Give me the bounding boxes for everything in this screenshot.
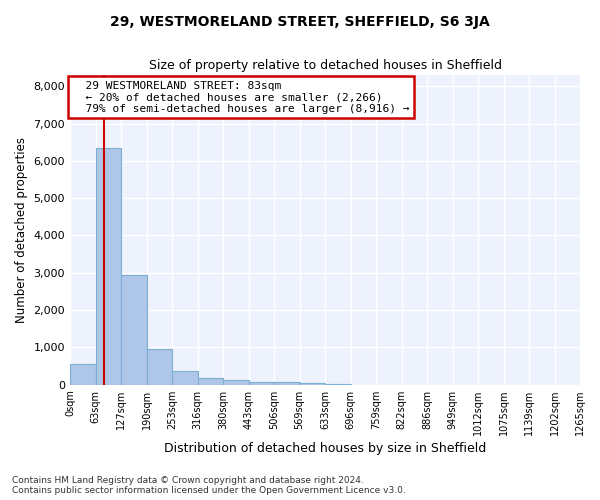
Bar: [146, 349, 172, 384]
Text: 29 WESTMORELAND STREET: 83sqm
  ← 20% of detached houses are smaller (2,266)
  7: 29 WESTMORELAND STREET: 83sqm ← 20% of d…: [72, 80, 410, 114]
Bar: [70, 364, 95, 384]
Bar: [197, 378, 223, 384]
Bar: [274, 382, 299, 384]
Y-axis label: Number of detached properties: Number of detached properties: [15, 137, 28, 323]
Text: Contains HM Land Registry data © Crown copyright and database right 2024.
Contai: Contains HM Land Registry data © Crown c…: [12, 476, 406, 495]
Bar: [299, 383, 325, 384]
Bar: [95, 148, 121, 384]
Title: Size of property relative to detached houses in Sheffield: Size of property relative to detached ho…: [149, 60, 502, 72]
Bar: [223, 380, 248, 384]
X-axis label: Distribution of detached houses by size in Sheffield: Distribution of detached houses by size …: [164, 442, 486, 455]
Bar: [172, 372, 197, 384]
Text: 29, WESTMORELAND STREET, SHEFFIELD, S6 3JA: 29, WESTMORELAND STREET, SHEFFIELD, S6 3…: [110, 15, 490, 29]
Bar: [121, 274, 146, 384]
Bar: [248, 382, 274, 384]
